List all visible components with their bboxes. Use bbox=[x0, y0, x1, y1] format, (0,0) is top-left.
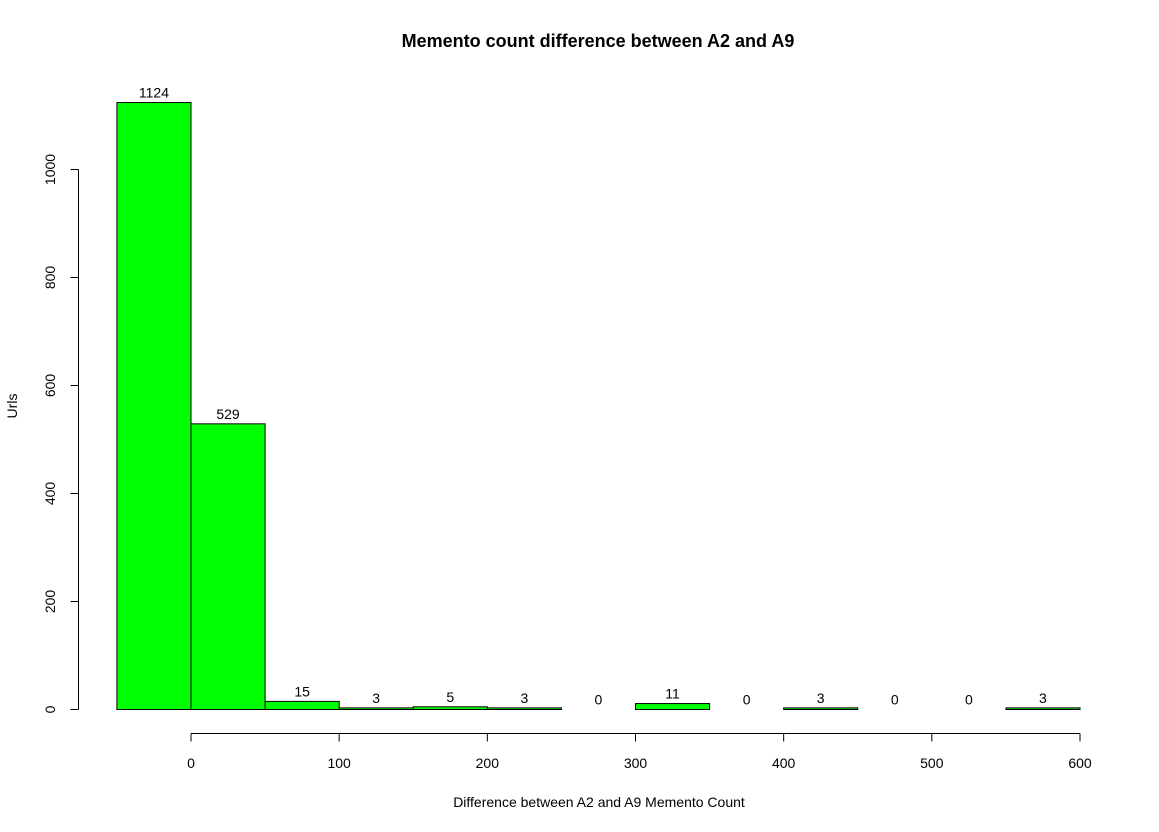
histogram-bar bbox=[486, 707, 562, 711]
histogram-bar bbox=[264, 700, 340, 711]
bar-value-label: 0 bbox=[595, 692, 603, 708]
histogram-bar bbox=[1005, 707, 1081, 711]
bar-value-label: 529 bbox=[216, 406, 240, 422]
y-tick-label: 600 bbox=[42, 374, 58, 398]
y-tick-label: 800 bbox=[42, 266, 58, 290]
x-axis-label: Difference between A2 and A9 Memento Cou… bbox=[453, 794, 745, 810]
y-axis: 0 200 400 600 800 1000 bbox=[42, 154, 79, 713]
x-tick-label: 200 bbox=[476, 755, 500, 771]
y-tick-label: 1000 bbox=[42, 154, 58, 185]
bar-value-label: 5 bbox=[446, 689, 454, 705]
bars-group bbox=[116, 102, 1081, 711]
histogram-bar bbox=[635, 703, 711, 710]
bar-value-label: 0 bbox=[743, 692, 751, 708]
histogram-bar bbox=[116, 102, 192, 711]
bar-value-label: 0 bbox=[965, 692, 973, 708]
x-tick-label: 100 bbox=[327, 755, 351, 771]
chart-title: Memento count difference between A2 and … bbox=[402, 31, 795, 51]
bar-value-label: 1124 bbox=[139, 85, 169, 101]
x-tick-label: 0 bbox=[187, 755, 195, 771]
histogram-bar bbox=[412, 706, 488, 710]
bar-value-label: 3 bbox=[520, 690, 528, 706]
bar-value-label: 11 bbox=[665, 686, 680, 702]
y-tick-label: 400 bbox=[42, 482, 58, 506]
histogram-bar bbox=[190, 423, 266, 710]
bar-value-label: 0 bbox=[891, 692, 899, 708]
y-axis-label: Urls bbox=[4, 394, 20, 419]
x-tick-label: 500 bbox=[920, 755, 944, 771]
bar-value-label: 3 bbox=[1039, 690, 1047, 706]
x-tick-label: 300 bbox=[624, 755, 648, 771]
y-tick-label: 200 bbox=[42, 590, 58, 614]
bar-value-label: 3 bbox=[372, 690, 380, 706]
y-tick-label: 0 bbox=[42, 705, 58, 713]
histogram-bar bbox=[338, 707, 414, 711]
x-tick-label: 600 bbox=[1068, 755, 1092, 771]
histogram-bar bbox=[783, 707, 859, 711]
bar-value-label: 15 bbox=[294, 683, 310, 699]
x-tick-label: 400 bbox=[772, 755, 796, 771]
bar-value-label: 3 bbox=[817, 690, 825, 706]
data-labels-group: 1124 529 15 3 5 3 0 11 0 3 0 0 3 bbox=[139, 85, 1047, 708]
x-axis: 0 100 200 300 400 500 600 bbox=[187, 733, 1092, 771]
